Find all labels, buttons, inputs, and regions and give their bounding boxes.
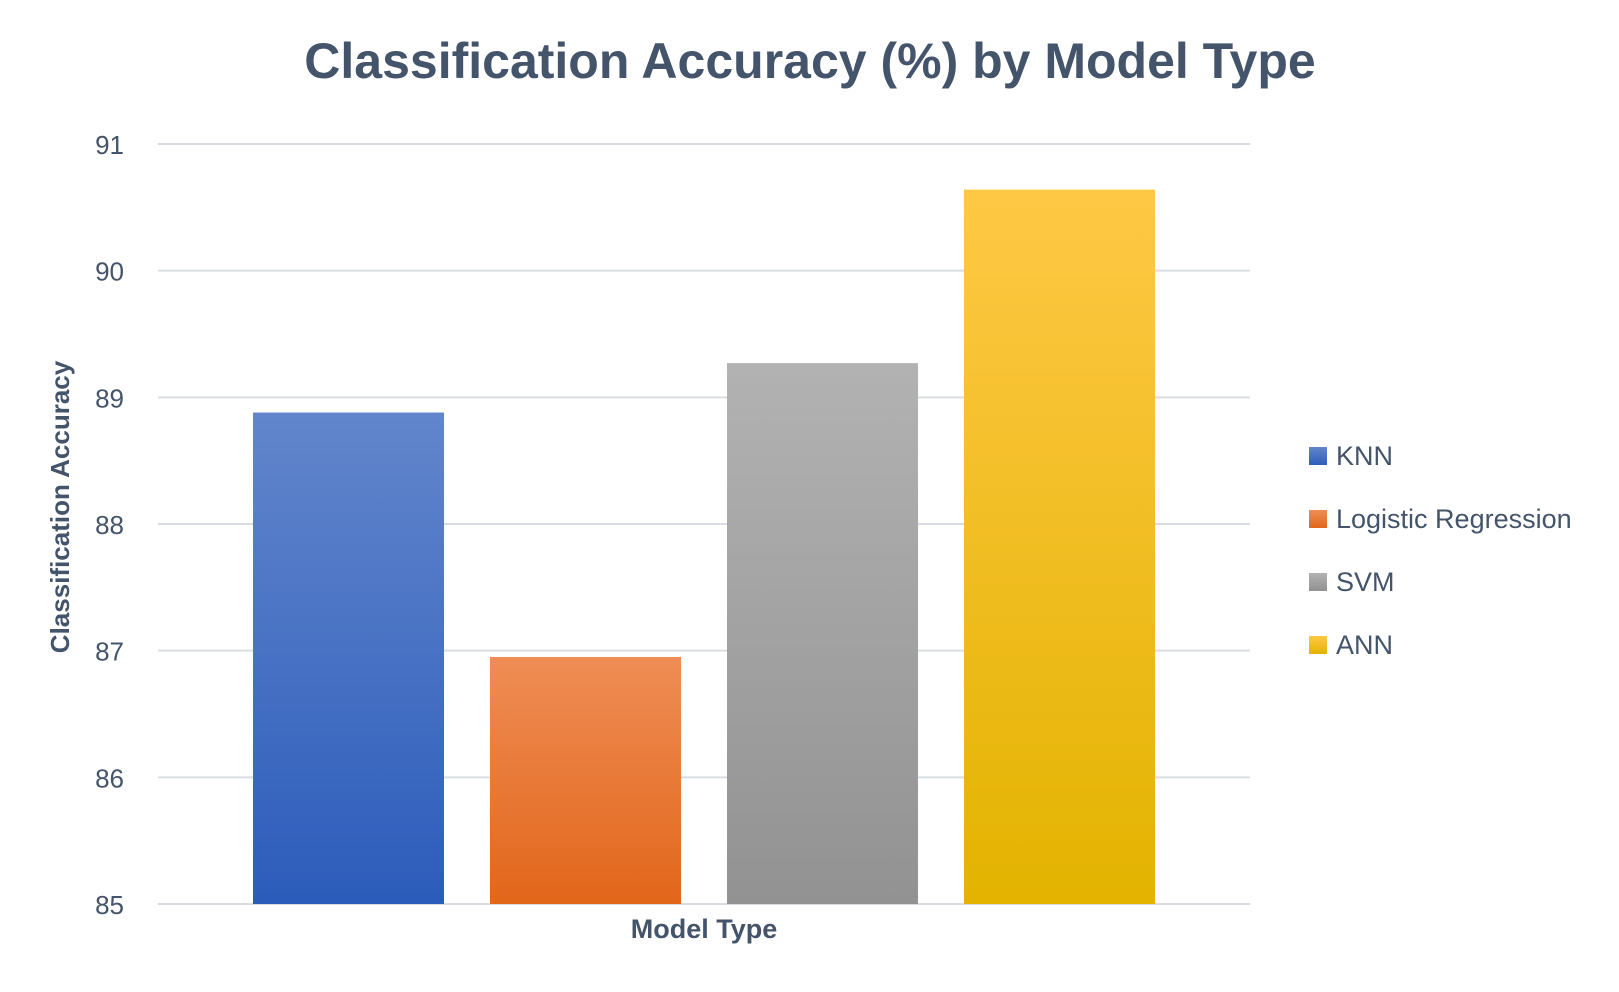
y-tick-label: 90 [95, 257, 124, 287]
legend-label: Logistic Regression [1336, 504, 1572, 534]
y-tick-label: 89 [95, 383, 124, 413]
y-tick-label: 85 [95, 890, 124, 920]
y-tick-label: 91 [95, 130, 124, 160]
y-tick-label: 88 [95, 510, 124, 540]
legend-swatch [1309, 573, 1327, 591]
legend-label: ANN [1336, 630, 1393, 660]
bar-knn [253, 412, 444, 904]
legend-swatch [1309, 636, 1327, 654]
y-axis-title: Classification Accuracy [45, 360, 75, 653]
bar-svm [727, 363, 918, 905]
x-axis-title: Model Type [631, 914, 778, 944]
y-tick-label: 86 [95, 763, 124, 793]
legend-label: SVM [1336, 567, 1395, 597]
bar-ann [964, 189, 1155, 905]
bar-logistic-regression [490, 657, 681, 904]
y-tick-label: 87 [95, 637, 124, 667]
legend: KNN Logistic Regression SVM ANN [1309, 441, 1572, 660]
legend-swatch [1309, 510, 1327, 528]
chart-title: Classification Accuracy (%) by Model Typ… [304, 33, 1315, 89]
bars [253, 189, 1155, 905]
y-axis-ticks: 85 86 87 88 89 90 91 [95, 130, 124, 920]
legend-label: KNN [1336, 441, 1393, 471]
legend-swatch [1309, 447, 1327, 465]
